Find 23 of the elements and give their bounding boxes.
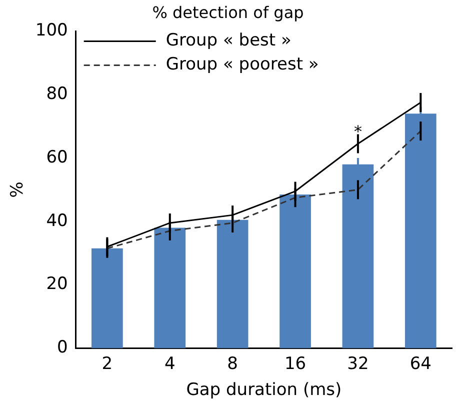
chart-title: % detection of gap (152, 2, 304, 22)
bar (404, 114, 436, 348)
x-tick-label: 2 (102, 354, 113, 374)
y-tick-label: 0 (57, 338, 68, 358)
x-tick-label: 4 (164, 354, 176, 374)
y-tick-label: 20 (46, 274, 68, 294)
x-axis-title: Gap duration (ms) (186, 380, 342, 400)
y-tick-label: 60 (46, 147, 68, 168)
bar (92, 248, 123, 348)
x-tick-label: 32 (347, 354, 369, 374)
x-tick-label: 64 (410, 354, 432, 374)
bar (154, 228, 186, 348)
x-tick-label: 8 (227, 354, 238, 374)
y-axis-title: % (8, 182, 28, 198)
bar (280, 194, 311, 348)
x-tick-label: 16 (284, 354, 306, 374)
legend-label: Group « poorest » (166, 54, 319, 75)
legend-label: Group « best » (166, 30, 292, 51)
annotation: * (354, 122, 362, 141)
y-tick-label: 100 (35, 20, 68, 41)
y-tick-label: 80 (46, 84, 68, 104)
bar (216, 220, 248, 348)
y-tick-label: 40 (46, 210, 68, 231)
